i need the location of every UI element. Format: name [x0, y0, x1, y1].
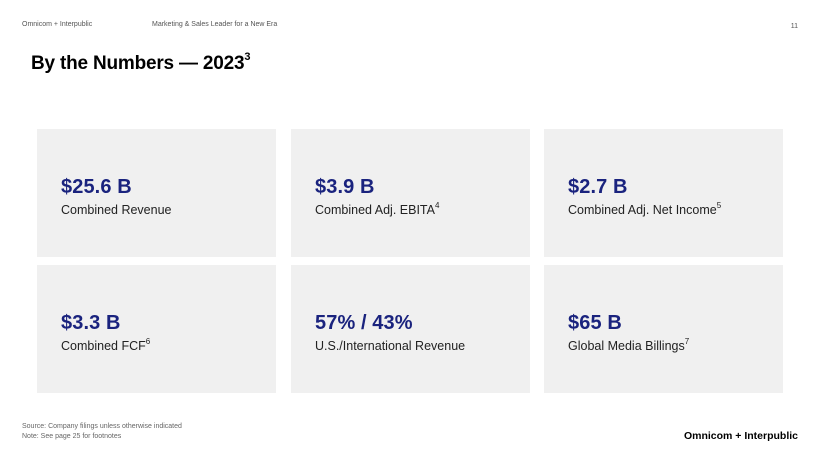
title-footnote: 3 — [244, 51, 251, 63]
metric-footnote: 7 — [684, 337, 690, 346]
metric-value: $2.7 B — [568, 176, 628, 198]
metric-label-text: Combined Adj. Net Income — [568, 203, 717, 217]
metric-label-text: Combined Revenue — [61, 203, 172, 217]
metric-label: Combined FCF6 — [61, 337, 151, 353]
metric-label: Global Media Billings7 — [568, 337, 690, 353]
header-subtitle: Marketing & Sales Leader for a New Era — [152, 21, 278, 28]
metric-card-revenue-split: 57% / 43% U.S./International Revenue — [291, 265, 530, 393]
metrics-grid: $25.6 B Combined Revenue $3.9 B Combined… — [37, 129, 783, 393]
metric-card-ebita: $3.9 B Combined Adj. EBITA4 — [291, 129, 530, 257]
metric-label-text: Global Media Billings — [568, 339, 685, 353]
metric-footnote: 4 — [434, 201, 440, 210]
metric-card-revenue: $25.6 B Combined Revenue — [37, 129, 276, 257]
metric-label: Combined Adj. Net Income5 — [568, 201, 722, 217]
metric-card-fcf: $3.3 B Combined FCF6 — [37, 265, 276, 393]
metric-value: $25.6 B — [61, 176, 132, 198]
metric-value: 57% / 43% — [315, 312, 413, 334]
metric-footnote: 5 — [716, 201, 722, 210]
metric-card-net-income: $2.7 B Combined Adj. Net Income5 — [544, 129, 783, 257]
title-text: By the Numbers — 2023 — [31, 53, 245, 74]
metric-label-text: Combined Adj. EBITA — [315, 203, 435, 217]
brand-logo: Omnicom + Interpublic — [683, 430, 798, 442]
metric-value: $3.9 B — [315, 176, 375, 198]
page-number: 11 — [790, 23, 798, 30]
page-title: By the Numbers — 20233 — [31, 51, 251, 75]
header-left: Omnicom + Interpublic — [22, 21, 93, 28]
metric-value: $3.3 B — [61, 312, 121, 334]
footnote-reference: Note: See page 25 for footnotes — [22, 433, 122, 440]
metric-label: Combined Adj. EBITA4 — [315, 201, 440, 217]
metric-label: U.S./International Revenue — [315, 339, 465, 353]
metric-value: $65 B — [568, 312, 622, 334]
metric-label: Combined Revenue — [61, 203, 172, 217]
metric-label-text: U.S./International Revenue — [315, 339, 466, 353]
metric-footnote: 6 — [145, 337, 151, 346]
metric-card-media-billings: $65 B Global Media Billings7 — [544, 265, 783, 393]
source-note: Source: Company filings unless otherwise… — [22, 423, 182, 430]
metric-label-text: Combined FCF — [61, 339, 146, 353]
